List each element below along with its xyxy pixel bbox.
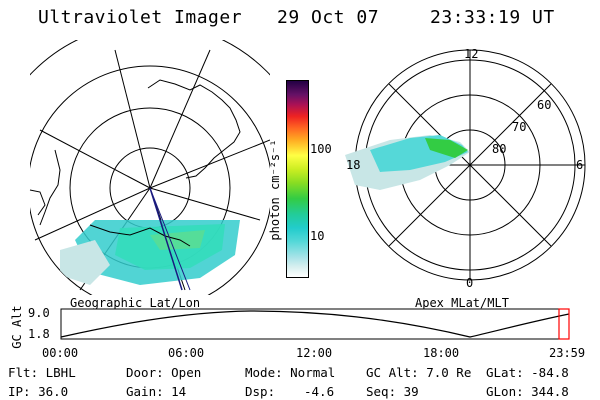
time-tick-2359: 23:59 bbox=[549, 346, 586, 360]
seq-info: Seq: 39 bbox=[366, 384, 419, 399]
altitude-tick-top: 9.0 bbox=[28, 306, 50, 320]
mlt-label-12: 12 bbox=[464, 47, 479, 61]
glat-info: GLat: -84.8 bbox=[486, 365, 569, 380]
time-tick-1200: 12:00 bbox=[296, 346, 333, 360]
geographic-label: Geographic Lat/Lon bbox=[70, 296, 201, 310]
ip-info: IP: 36.0 bbox=[8, 384, 69, 399]
colorbar-tick-10: 10 bbox=[310, 229, 325, 243]
mlat-label-60: 60 bbox=[537, 98, 552, 112]
view-boundary bbox=[149, 187, 191, 291]
date-label: 29 Oct 07 bbox=[277, 7, 380, 28]
gc-alt-info: GC Alt: 7.0 Re bbox=[366, 365, 472, 380]
altitude-tick-bottom: 1.8 bbox=[28, 327, 50, 341]
colorbar-tick-100: 100 bbox=[310, 142, 332, 156]
time-label: 23:33:19 UT bbox=[430, 7, 555, 28]
time-tick-1800: 18:00 bbox=[423, 346, 460, 360]
glon-info: GLon: 344.8 bbox=[486, 384, 569, 399]
mlat-label-80: 80 bbox=[492, 142, 507, 156]
apex-label: Apex MLat/MLT bbox=[415, 296, 509, 310]
mode-info: Mode: Normal bbox=[245, 365, 336, 380]
door-info: Door: Open bbox=[126, 365, 202, 380]
current-time-marker bbox=[558, 308, 570, 340]
filter-info: Flt: LBHL bbox=[8, 365, 76, 380]
orbit-track bbox=[149, 187, 183, 291]
gain-info: Gain: 14 bbox=[126, 384, 187, 399]
mlt-label-6: 6 bbox=[576, 158, 584, 172]
colorbar bbox=[286, 80, 309, 278]
time-tick-0000: 00:00 bbox=[42, 346, 79, 360]
mlt-label-18: 18 bbox=[346, 158, 361, 172]
app-title: Ultraviolet Imager bbox=[38, 7, 243, 28]
altitude-curve bbox=[60, 310, 570, 338]
time-tick-0600: 06:00 bbox=[168, 346, 205, 360]
aurora-image-polar bbox=[345, 135, 470, 190]
mlt-label-0: 0 bbox=[466, 276, 474, 290]
dsp-value: -4.6 bbox=[304, 384, 335, 399]
mlat-label-70: 70 bbox=[512, 120, 527, 134]
dsp-label: Dsp: bbox=[245, 384, 276, 399]
coastline bbox=[29, 79, 241, 247]
